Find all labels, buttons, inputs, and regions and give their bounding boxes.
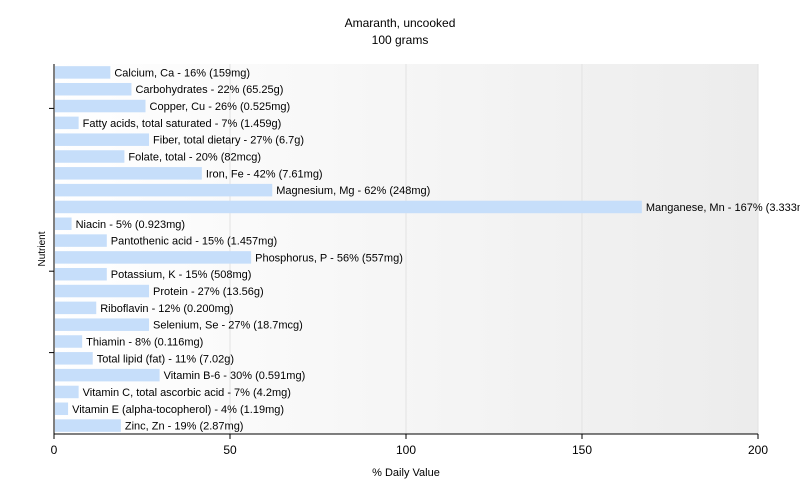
bar-label: Carbohydrates - 22% (65.25g) (135, 84, 283, 96)
bar-label: Manganese, Mn - 167% (3.333mg) (646, 202, 800, 214)
bar-label: Iron, Fe - 42% (7.61mg) (206, 168, 323, 180)
bar-label: Folate, total - 20% (82mcg) (128, 152, 261, 164)
bar-label: Riboflavin - 12% (0.200mg) (100, 303, 233, 315)
bar (55, 183, 273, 197)
bar (55, 267, 107, 281)
x-tick-label: 150 (572, 443, 592, 457)
bar-label: Potassium, K - 15% (508mg) (111, 269, 252, 281)
x-tick-label: 100 (396, 443, 416, 457)
bar-label: Magnesium, Mg - 62% (248mg) (276, 185, 430, 197)
bar (55, 116, 79, 130)
chart-title: Amaranth, uncooked (344, 16, 456, 30)
bar (55, 335, 83, 348)
bar (55, 301, 97, 315)
bar-label: Selenium, Se - 27% (18.7mcg) (153, 320, 303, 332)
bar-label: Vitamin C, total ascorbic acid - 7% (4.2… (83, 387, 291, 399)
bar (55, 402, 69, 416)
bar (55, 66, 111, 79)
bar-label: Pantothenic acid - 15% (1.457mg) (111, 236, 277, 248)
bar (55, 352, 93, 365)
axes: 0 50 100 150 200 (49, 64, 768, 457)
bar (55, 167, 202, 180)
bar-label: Phosphorus, P - 56% (557mg) (255, 252, 403, 264)
bar (55, 99, 146, 113)
bar (55, 419, 121, 432)
bar-label: Vitamin B-6 - 30% (0.591mg) (164, 370, 306, 382)
chart-subtitle: 100 grams (371, 33, 429, 47)
bar-label: Protein - 27% (13.56g) (153, 286, 264, 298)
bar-label: Fatty acids, total saturated - 7% (1.459… (83, 118, 282, 130)
bar-label: Fiber, total dietary - 27% (6.7g) (153, 135, 304, 147)
bar (55, 368, 160, 382)
bar (55, 385, 79, 399)
bars: Calcium, Ca - 16% (159mg) Carbohydrates -… (55, 66, 800, 433)
bar (55, 217, 72, 231)
x-tick-label: 50 (223, 443, 237, 457)
bar-label: Zinc, Zn - 19% (2.87mg) (125, 421, 244, 433)
y-axis-label: Nutrient (37, 231, 48, 266)
bar (55, 318, 150, 331)
bar-label: Calcium, Ca - 16% (159mg) (114, 67, 250, 79)
bar-label: Copper, Cu - 26% (0.525mg) (150, 101, 291, 113)
bar (55, 82, 132, 96)
x-axis-label: % Daily Value (372, 467, 440, 479)
bar (55, 133, 150, 146)
bar-label: Total lipid (fat) - 11% (7.02g) (97, 353, 234, 365)
bar (55, 150, 125, 163)
bar (55, 200, 642, 214)
x-tick-label: 0 (51, 443, 58, 457)
bar (55, 284, 150, 298)
gridlines (229, 64, 759, 434)
bar-label: Thiamin - 8% (0.116mg) (86, 337, 203, 349)
x-tick-label: 200 (748, 443, 768, 457)
bar-label: Vitamin E (alpha-tocopherol) - 4% (1.19m… (72, 404, 284, 416)
bar (55, 251, 252, 264)
bar (55, 234, 107, 247)
bar-label: Niacin - 5% (0.923mg) (76, 219, 185, 231)
